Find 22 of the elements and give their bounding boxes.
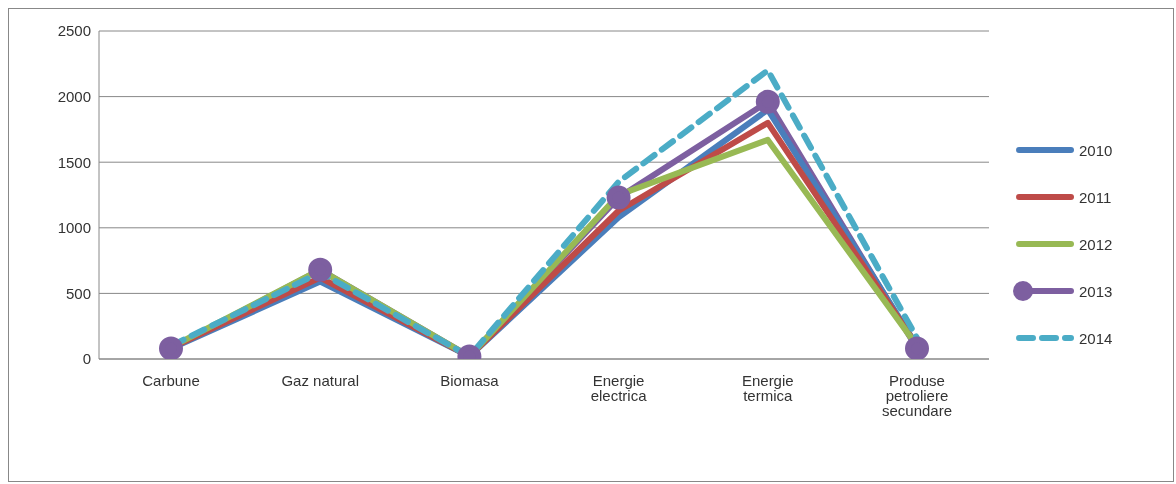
x-tick-label: Produse petroliere secundare: [881, 371, 953, 419]
point: [755, 89, 780, 114]
x-tick-label: Gaz natural: [281, 371, 359, 389]
point: [606, 185, 631, 210]
legend-label: 2013: [1079, 282, 1113, 300]
legend-label: 2010: [1079, 141, 1113, 159]
y-tick-label: 1000: [57, 219, 91, 237]
x-tick-label: Energie electrica: [590, 371, 648, 404]
point: [159, 336, 183, 359]
legend-label: 2012: [1079, 235, 1113, 253]
x-tick-label: Energie termica: [741, 371, 794, 404]
y-tick-label: 2000: [57, 87, 91, 105]
y-tick-label: 500: [65, 284, 91, 302]
y-tick-label: 0: [82, 350, 91, 368]
x-tick-label: Carbune: [142, 371, 200, 389]
legend-label: 2011: [1079, 188, 1112, 206]
y-tick-label: 1500: [57, 153, 91, 171]
y-tick-label: 2500: [57, 22, 91, 40]
point: [905, 336, 929, 359]
x-tick-label: Biomasa: [440, 371, 500, 389]
point: [308, 257, 333, 282]
legend-label: 2014: [1079, 329, 1113, 347]
